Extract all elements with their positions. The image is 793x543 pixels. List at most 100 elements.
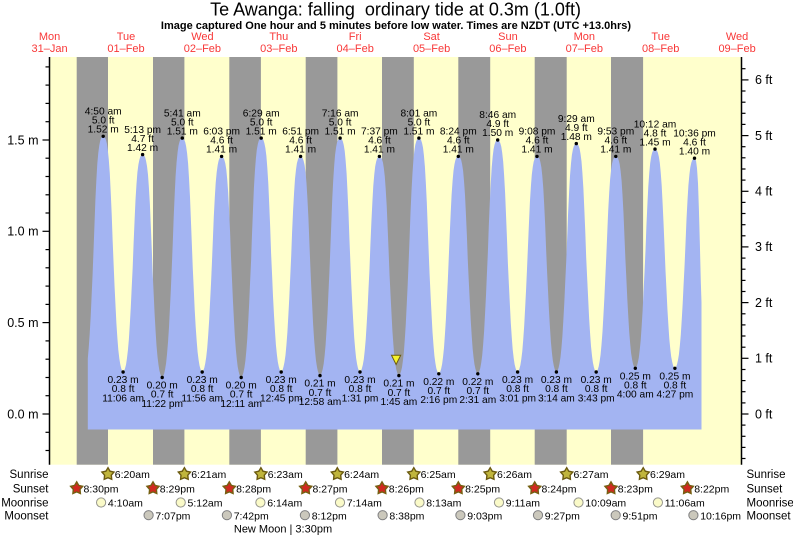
svg-text:4:00 am: 4:00 am xyxy=(617,390,654,401)
svg-text:8:28pm: 8:28pm xyxy=(236,483,271,495)
svg-text:6:27am: 6:27am xyxy=(574,469,609,481)
svg-text:Tue: Tue xyxy=(651,31,670,43)
svg-text:8:13am: 8:13am xyxy=(426,498,461,510)
svg-text:6:25am: 6:25am xyxy=(421,469,456,481)
svg-text:Image captured One hour and 5: Image captured One hour and 5 minutes be… xyxy=(161,20,632,32)
svg-text:11:06am: 11:06am xyxy=(665,498,705,510)
svg-text:8:24pm: 8:24pm xyxy=(542,483,577,495)
svg-text:1:31 pm: 1:31 pm xyxy=(342,393,379,404)
svg-text:2 ft: 2 ft xyxy=(755,296,773,310)
svg-text:3:01 pm: 3:01 pm xyxy=(499,393,536,404)
svg-text:1.41 m: 1.41 m xyxy=(600,145,631,156)
svg-text:Moonrise: Moonrise xyxy=(747,498,793,510)
svg-text:Moonset: Moonset xyxy=(747,510,792,522)
svg-text:2:31 am: 2:31 am xyxy=(459,395,496,406)
svg-text:1.41 m: 1.41 m xyxy=(521,145,552,156)
svg-text:Moonset: Moonset xyxy=(4,510,49,522)
svg-text:7:42pm: 7:42pm xyxy=(234,510,269,522)
svg-text:1.45 m: 1.45 m xyxy=(639,137,670,148)
svg-text:9:03pm: 9:03pm xyxy=(467,510,502,522)
svg-text:Sat: Sat xyxy=(423,31,440,43)
svg-text:3:14 am: 3:14 am xyxy=(538,393,575,404)
svg-text:12:58 am: 12:58 am xyxy=(299,397,341,408)
svg-text:9:51pm: 9:51pm xyxy=(623,510,658,522)
svg-text:Te Awanga: falling ordinary t: Te Awanga: falling ordinary tide at 0.3m… xyxy=(210,0,581,19)
svg-text:07–Feb: 07–Feb xyxy=(566,43,603,55)
svg-text:6:29am: 6:29am xyxy=(650,469,685,481)
svg-text:Wed: Wed xyxy=(726,31,748,43)
svg-text:1.51 m: 1.51 m xyxy=(167,126,198,137)
svg-text:5:12am: 5:12am xyxy=(188,498,223,510)
svg-text:06–Feb: 06–Feb xyxy=(489,43,526,55)
svg-text:08–Feb: 08–Feb xyxy=(642,43,679,55)
svg-text:4:10am: 4:10am xyxy=(108,498,143,510)
svg-text:4:27 pm: 4:27 pm xyxy=(656,390,693,401)
svg-text:Moonrise: Moonrise xyxy=(1,498,48,510)
svg-text:Sunset: Sunset xyxy=(13,483,50,495)
svg-text:1.41 m: 1.41 m xyxy=(364,145,395,156)
svg-text:1.41 m: 1.41 m xyxy=(206,145,237,156)
svg-text:9:11am: 9:11am xyxy=(506,498,540,510)
svg-text:04–Feb: 04–Feb xyxy=(337,43,374,55)
svg-text:Sunrise: Sunrise xyxy=(10,469,49,481)
svg-text:11:06 am: 11:06 am xyxy=(102,393,144,404)
svg-text:8:22pm: 8:22pm xyxy=(694,483,729,495)
svg-text:8:25pm: 8:25pm xyxy=(465,483,500,495)
svg-text:1.41 m: 1.41 m xyxy=(285,145,316,156)
svg-text:9:27pm: 9:27pm xyxy=(545,510,580,522)
svg-text:3 ft: 3 ft xyxy=(755,240,773,254)
svg-text:8:38pm: 8:38pm xyxy=(389,510,424,522)
svg-text:10:16pm: 10:16pm xyxy=(700,510,741,522)
svg-text:8:29pm: 8:29pm xyxy=(160,483,195,495)
svg-text:01–Feb: 01–Feb xyxy=(107,43,144,55)
svg-text:Wed: Wed xyxy=(191,31,213,43)
svg-text:31–Jan: 31–Jan xyxy=(32,43,68,55)
svg-text:4 ft: 4 ft xyxy=(755,185,773,199)
svg-text:09–Feb: 09–Feb xyxy=(718,43,755,55)
svg-text:03–Feb: 03–Feb xyxy=(260,43,297,55)
svg-text:1.41 m: 1.41 m xyxy=(443,145,474,156)
svg-text:1.51 m: 1.51 m xyxy=(403,126,434,137)
svg-text:0 ft: 0 ft xyxy=(755,407,773,421)
svg-text:2:16 pm: 2:16 pm xyxy=(420,395,457,406)
svg-text:Fri: Fri xyxy=(349,31,362,43)
svg-text:1 ft: 1 ft xyxy=(755,352,773,366)
svg-text:Thu: Thu xyxy=(269,31,288,43)
svg-text:8:27pm: 8:27pm xyxy=(313,483,348,495)
svg-text:1.50 m: 1.50 m xyxy=(482,128,513,139)
svg-text:0.5 m: 0.5 m xyxy=(7,316,38,330)
svg-text:1.0 m: 1.0 m xyxy=(7,225,38,239)
svg-text:Sunset: Sunset xyxy=(747,483,784,495)
svg-text:8:23pm: 8:23pm xyxy=(618,483,653,495)
svg-text:8:26pm: 8:26pm xyxy=(389,483,424,495)
svg-text:6:21am: 6:21am xyxy=(191,469,226,481)
svg-text:6:24am: 6:24am xyxy=(344,469,379,481)
svg-text:1.48 m: 1.48 m xyxy=(561,132,592,143)
svg-text:1:45 am: 1:45 am xyxy=(380,397,417,408)
svg-text:Tue: Tue xyxy=(117,31,136,43)
svg-text:05–Feb: 05–Feb xyxy=(413,43,450,55)
svg-text:New Moon | 3:30pm: New Moon | 3:30pm xyxy=(234,524,332,536)
svg-text:1.5 m: 1.5 m xyxy=(7,133,38,147)
svg-text:7:14am: 7:14am xyxy=(347,498,382,510)
svg-text:1.40 m: 1.40 m xyxy=(679,146,710,157)
svg-text:6:20am: 6:20am xyxy=(115,469,150,481)
svg-text:6:14am: 6:14am xyxy=(267,498,302,510)
svg-text:1.51 m: 1.51 m xyxy=(325,126,356,137)
svg-text:1.51 m: 1.51 m xyxy=(246,126,277,137)
svg-text:02–Feb: 02–Feb xyxy=(184,43,221,55)
svg-text:0.0 m: 0.0 m xyxy=(7,407,38,421)
svg-text:7:07pm: 7:07pm xyxy=(155,510,190,522)
svg-text:8:12pm: 8:12pm xyxy=(312,510,347,522)
svg-text:6:26am: 6:26am xyxy=(497,469,532,481)
svg-text:12:11 am: 12:11 am xyxy=(220,399,262,410)
svg-text:5 ft: 5 ft xyxy=(755,129,773,143)
svg-text:8:30pm: 8:30pm xyxy=(84,483,119,495)
svg-text:6 ft: 6 ft xyxy=(755,73,773,87)
svg-text:1.52 m: 1.52 m xyxy=(88,125,119,136)
svg-text:6:23am: 6:23am xyxy=(268,469,303,481)
svg-text:Mon: Mon xyxy=(574,31,595,43)
svg-text:1.42 m: 1.42 m xyxy=(127,143,158,154)
svg-text:Mon: Mon xyxy=(39,31,60,43)
svg-text:12:45 pm: 12:45 pm xyxy=(260,393,302,404)
